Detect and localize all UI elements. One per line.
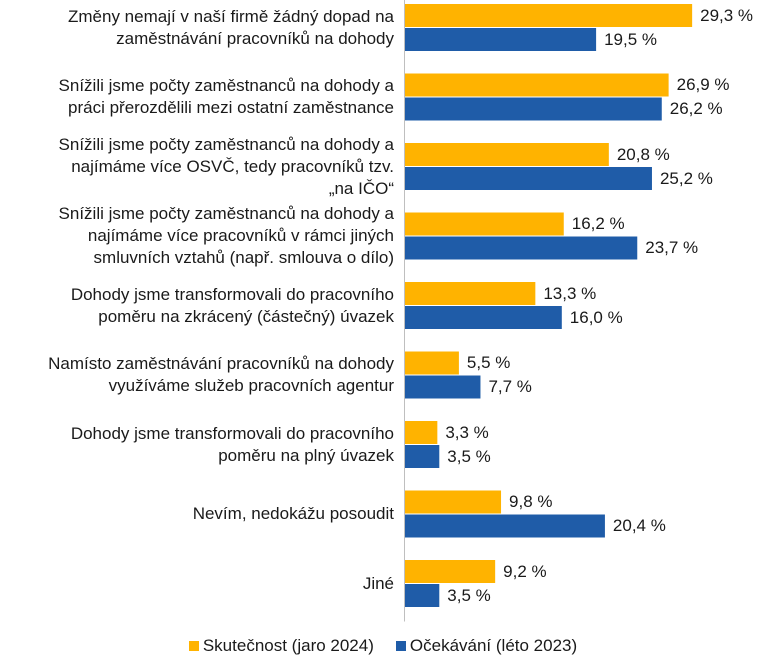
legend-label-actual: Skutečnost (jaro 2024) <box>202 636 374 655</box>
value-label-expected-6: 3,5 % <box>447 446 491 466</box>
bar-chart <box>404 0 693 622</box>
value-label-expected-0: 19,5 % <box>604 29 658 49</box>
category-label-4: Dohody jsme transformovali do pracovního… <box>70 284 394 326</box>
category-label-5: Namísto zaměstnávání pracovníků na dohod… <box>48 354 394 395</box>
value-label-actual-3: 16,2 % <box>571 214 625 233</box>
value-label-expected-3: 23,7 % <box>645 238 699 257</box>
value-label-actual-5: 5,5 % <box>466 353 511 372</box>
category-label-0: Změny nemají v naší firmě žádný dopad na… <box>68 6 394 48</box>
value-label-expected-8: 3,5 % <box>447 585 491 605</box>
bar-expected-5 <box>405 375 481 399</box>
category-label-8: Jiné <box>362 573 394 593</box>
value-label-actual-8: 9,2 % <box>503 561 547 581</box>
bar-expected-8 <box>405 584 440 607</box>
value-label-actual-7: 9,8 % <box>509 492 553 511</box>
legend: Skutečnost (jaro 2024) Očekávání (léto 2… <box>0 636 766 656</box>
bar-actual-4 <box>405 282 536 305</box>
legend-swatch-actual <box>188 641 199 651</box>
value-label-actual-2: 20,8 % <box>616 144 670 164</box>
bar-actual-3 <box>405 212 564 236</box>
bar-expected-1 <box>405 97 662 121</box>
category-label-2: Snížili jsme počty zaměstnanců na dohody… <box>58 134 394 198</box>
category-label-1: Snížili jsme počty zaměstnanců na dohody… <box>58 76 394 117</box>
bar-actual-8 <box>405 560 496 583</box>
bar-actual-6 <box>405 421 438 444</box>
value-label-expected-5: 7,7 % <box>488 377 532 396</box>
legend-item-expected: Očekávání (léto 2023) <box>395 636 578 656</box>
bar-expected-7 <box>405 514 605 538</box>
value-label-actual-0: 29,3 % <box>700 5 754 25</box>
value-label-actual-4: 13,3 % <box>543 283 597 303</box>
legend-swatch-expected <box>395 641 406 651</box>
legend-item-actual: Skutečnost (jaro 2024) <box>188 636 374 656</box>
category-label-6: Dohody jsme transformovali do pracovního… <box>70 423 394 465</box>
category-label-3: Snížili jsme počty zaměstnanců na dohody… <box>58 204 394 267</box>
bar-actual-1 <box>405 73 669 97</box>
bar-actual-5 <box>405 351 459 375</box>
value-label-expected-2: 25,2 % <box>659 168 713 188</box>
value-label-expected-1: 26,2 % <box>669 99 723 118</box>
bar-expected-2 <box>405 167 652 190</box>
bar-expected-0 <box>405 28 597 51</box>
value-label-actual-6: 3,3 % <box>445 422 489 442</box>
category-label-7: Nevím, nedokážu posoudit <box>192 504 394 523</box>
bar-expected-3 <box>405 236 638 260</box>
value-label-actual-1: 26,9 % <box>676 75 730 94</box>
bar-actual-7 <box>405 490 502 514</box>
bar-actual-2 <box>405 143 609 166</box>
bar-actual-0 <box>405 4 693 27</box>
bar-expected-4 <box>405 306 562 329</box>
bar-expected-6 <box>405 445 440 468</box>
value-label-expected-4: 16,0 % <box>569 307 623 327</box>
value-label-expected-7: 20,4 % <box>612 516 666 535</box>
legend-label-expected: Očekávání (léto 2023) <box>409 636 578 655</box>
